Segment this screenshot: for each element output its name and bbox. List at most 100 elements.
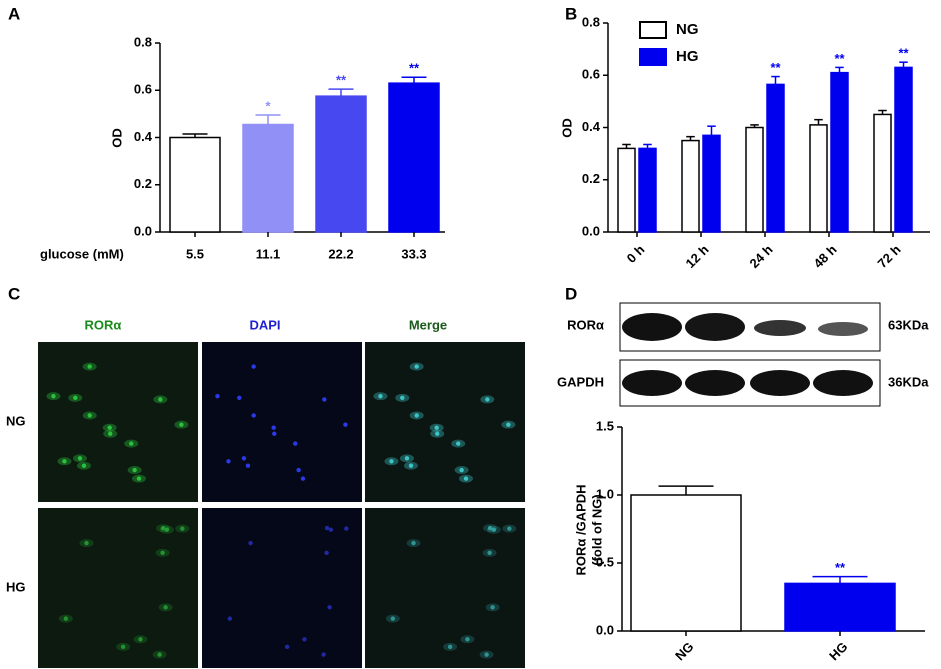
nucleus (378, 393, 383, 399)
nucleus (324, 550, 329, 556)
legend-swatch (639, 21, 667, 39)
nucleus (245, 463, 251, 468)
error-bar (707, 125, 716, 136)
bar (809, 124, 828, 233)
nucleus (120, 644, 126, 650)
nucleus (179, 422, 184, 427)
nucleus (163, 605, 168, 610)
nucleus (271, 425, 276, 430)
error-bar (750, 124, 759, 128)
nucleus (226, 459, 231, 464)
blot-bands (622, 313, 873, 396)
nucleus (215, 393, 220, 399)
error-bar (814, 118, 823, 125)
nucleus (487, 525, 493, 531)
bar (702, 134, 721, 233)
nucleus (414, 413, 419, 418)
y-axis-label: OD (559, 118, 574, 138)
nucleus (241, 456, 247, 461)
error-bar (255, 114, 281, 125)
micrograph (38, 508, 198, 668)
annotation: ** (834, 51, 845, 66)
x-tick-label: 48 h (811, 242, 840, 271)
bar (830, 71, 849, 233)
bar (873, 113, 892, 233)
nucleus (248, 540, 253, 546)
bar (894, 66, 913, 233)
micrograph (202, 342, 362, 502)
micrograph (38, 342, 198, 502)
nucleus (284, 644, 290, 650)
y-tick-label: 0.0 (134, 223, 152, 238)
nucleus (237, 395, 242, 401)
nucleus (344, 526, 349, 531)
band-size: 63KDa (888, 317, 929, 332)
x-tick-label: 0 h (624, 242, 648, 266)
error-bar (401, 76, 427, 84)
error-bar (328, 88, 354, 97)
nucleus (459, 467, 464, 473)
nucleus (136, 476, 142, 481)
y-tick-label: 0.0 (582, 223, 600, 238)
nucleus (400, 395, 405, 401)
y-tick-label: 0.0 (596, 622, 614, 637)
annotation: ** (770, 60, 781, 75)
x-tick-label: 11.1 (256, 246, 281, 261)
nucleus (447, 644, 453, 650)
band-label: RORα (567, 317, 604, 332)
nucleus (158, 397, 163, 402)
nucleus (63, 616, 69, 621)
nucleus (485, 397, 490, 402)
nucleus (506, 422, 511, 427)
error-bar (686, 135, 695, 141)
nucleus (435, 431, 440, 436)
nucleus (84, 540, 89, 546)
panel-label: B (565, 4, 577, 23)
y-tick-label: 0.6 (582, 67, 600, 82)
nucleus (180, 526, 185, 531)
nucleus (293, 441, 298, 446)
nucleus (164, 527, 170, 532)
nucleus (157, 652, 162, 657)
x-tick-label: 33.3 (401, 246, 426, 261)
column-header: Merge (409, 317, 447, 332)
annotation: ** (835, 560, 846, 575)
nucleus (487, 550, 492, 556)
y-tick-label: 1.0 (596, 486, 614, 501)
y-tick-label: 0.5 (596, 554, 614, 569)
nucleus (404, 456, 410, 461)
bar (766, 83, 785, 233)
bar (242, 123, 294, 233)
legend-label: HG (676, 48, 699, 65)
error-bar (899, 61, 908, 68)
nucleus (408, 463, 414, 468)
band-label: GAPDH (557, 374, 604, 389)
nucleus (108, 431, 113, 436)
nucleus (302, 637, 307, 642)
nucleus (491, 527, 497, 532)
nucleus (87, 364, 92, 369)
nucleus (389, 459, 394, 464)
panel-label: A (8, 4, 20, 23)
nucleus (62, 459, 67, 464)
nucleus (414, 364, 419, 369)
y-tick-label: 0.8 (134, 34, 152, 49)
micrograph (365, 342, 525, 502)
y-tick-label: 0.2 (582, 171, 600, 186)
y-tick-label: 0.4 (582, 119, 601, 134)
bar (784, 582, 896, 632)
annotation: ** (898, 46, 909, 61)
bar (315, 95, 367, 233)
nucleus (456, 441, 461, 446)
nucleus (321, 652, 326, 657)
x-tick-label: HG (826, 639, 850, 663)
band-size: 36KDa (888, 374, 929, 389)
error-bar (771, 75, 780, 85)
nucleus (272, 431, 277, 436)
x-tick-label: 24 h (747, 242, 776, 271)
panel-label: C (8, 284, 20, 303)
bar (388, 82, 440, 233)
nucleus (324, 525, 330, 531)
y-tick-label: 0.2 (134, 176, 152, 191)
